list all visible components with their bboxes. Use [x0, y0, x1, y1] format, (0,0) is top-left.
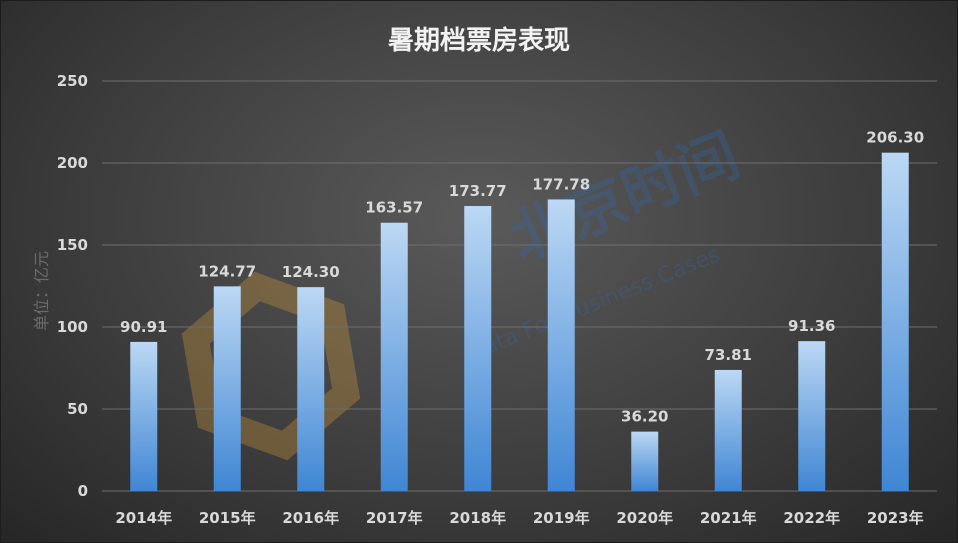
bar-2021年: [714, 369, 742, 491]
x-tick-label: 2020年: [616, 509, 673, 527]
bar-2022年: [798, 341, 826, 491]
data-label: 206.30: [866, 129, 924, 147]
data-label: 173.77: [449, 182, 507, 200]
bar-2017年: [380, 222, 408, 492]
bars: [130, 152, 909, 492]
x-tick-label: 2019年: [533, 509, 590, 527]
bar-2014年: [130, 341, 158, 491]
data-label: 90.91: [120, 318, 167, 336]
data-label: 124.30: [282, 263, 340, 281]
data-label: 163.57: [365, 199, 423, 217]
y-tick-label: 200: [57, 154, 88, 172]
x-tick-label: 2016年: [282, 509, 339, 527]
y-axis-label: 单位：亿元: [32, 251, 51, 331]
x-tick-label: 2018年: [449, 509, 506, 527]
bar-2018年: [464, 206, 492, 491]
y-tick-label: 250: [57, 72, 88, 90]
x-tick-label: 2023年: [867, 509, 924, 527]
bar-2016年: [297, 287, 325, 491]
x-tick-label: 2022年: [783, 509, 840, 527]
x-tick-label: 2014年: [115, 509, 172, 527]
watermark-subtext: Data For Business Cases: [464, 242, 724, 366]
watermark-logo-icon: [181, 271, 361, 461]
y-tick-label: 100: [57, 318, 88, 336]
gridlines: [102, 80, 937, 492]
data-label: 124.77: [198, 262, 256, 280]
x-tick-label: 2021年: [700, 509, 757, 527]
bar-2015年: [213, 286, 241, 491]
bar-2020年: [631, 431, 659, 491]
y-axis-ticks: 0 50 100 150 200 250: [57, 72, 88, 500]
x-axis-ticks: 2014年 2015年 2016年 2017年 2018年 2019年 2020年 2021年…: [115, 509, 923, 527]
data-label: 36.20: [621, 408, 668, 426]
y-tick-label: 50: [67, 400, 88, 418]
bar-2023年: [881, 152, 909, 491]
y-tick-label: 0: [78, 482, 88, 500]
data-label: 177.78: [532, 175, 590, 193]
data-labels: 90.91 124.77 124.30 163.57 173.77 177.78 36.20…: [120, 129, 924, 426]
x-tick-label: 2015年: [199, 509, 256, 527]
chart-title: 暑期档票房表现: [388, 26, 570, 56]
data-label: 91.36: [788, 317, 835, 335]
data-label: 73.81: [705, 346, 752, 364]
x-tick-label: 2017年: [366, 509, 423, 527]
y-tick-label: 150: [57, 236, 88, 254]
bar-2019年: [547, 199, 575, 491]
